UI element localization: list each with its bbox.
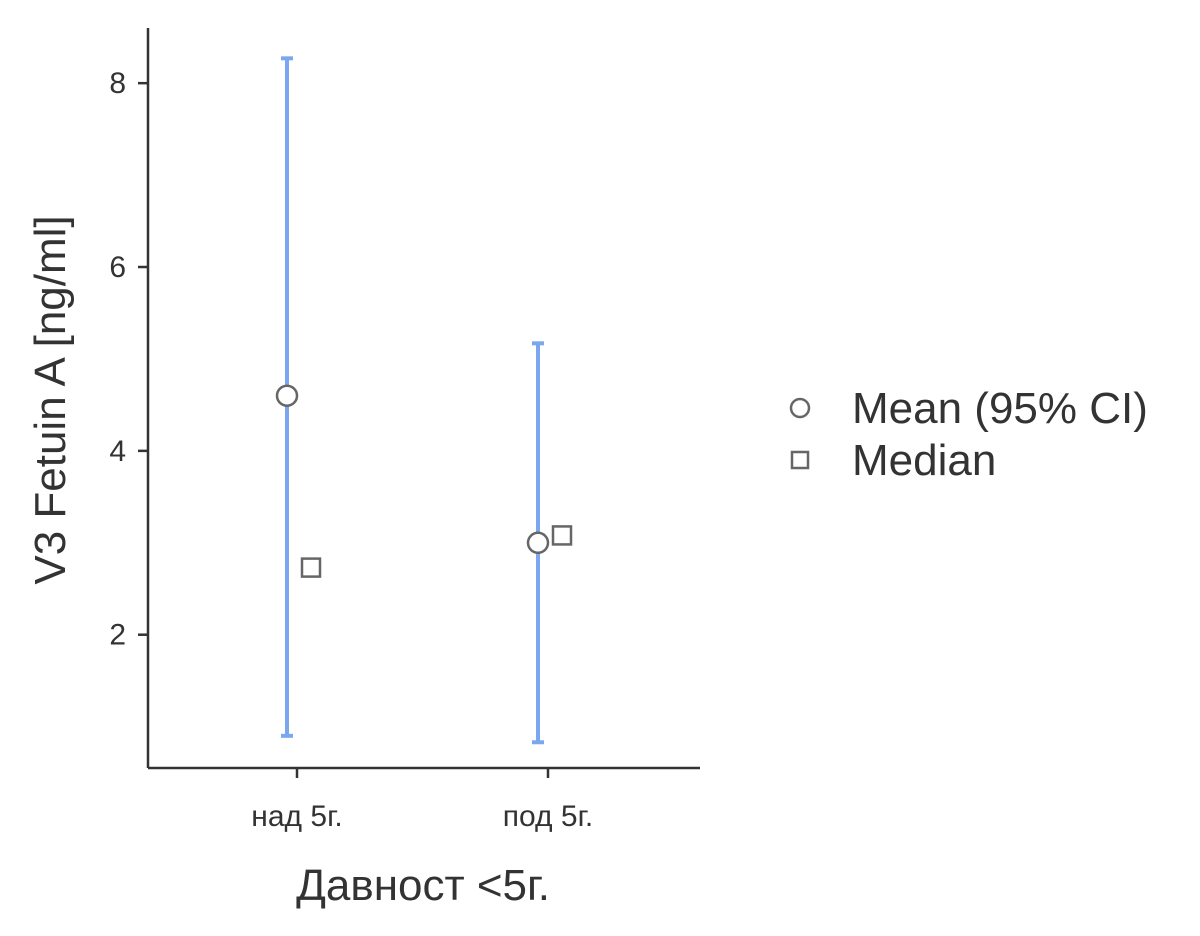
data-markers <box>275 384 573 578</box>
y-tick-label: 2 <box>109 619 126 652</box>
y-tick-label: 4 <box>109 435 126 468</box>
median-point <box>551 525 573 546</box>
y-axis-title: V3 Fetuin A [ng/ml] <box>26 215 75 584</box>
x-tick-label: над 5г. <box>251 800 342 833</box>
y-tick-label: 8 <box>109 67 126 100</box>
x-axis: над 5г. под 5г. <box>148 766 700 833</box>
legend-square-marker <box>790 450 810 470</box>
legend-circle-marker <box>789 397 811 419</box>
y-tick-label: 6 <box>109 251 126 284</box>
x-tick-label: под 5г. <box>503 800 593 833</box>
x-axis-title: Давност <5г. <box>296 861 550 910</box>
error-bars <box>281 56 544 745</box>
legend-label: Mean (95% CI) <box>852 384 1148 433</box>
legend: Mean (95% CI)Median <box>789 384 1148 485</box>
median-point <box>300 557 322 578</box>
mean-point <box>526 531 550 555</box>
legend-label: Median <box>852 436 996 485</box>
mean-point <box>275 384 299 407</box>
y-axis: 2 4 6 8 <box>109 28 150 768</box>
